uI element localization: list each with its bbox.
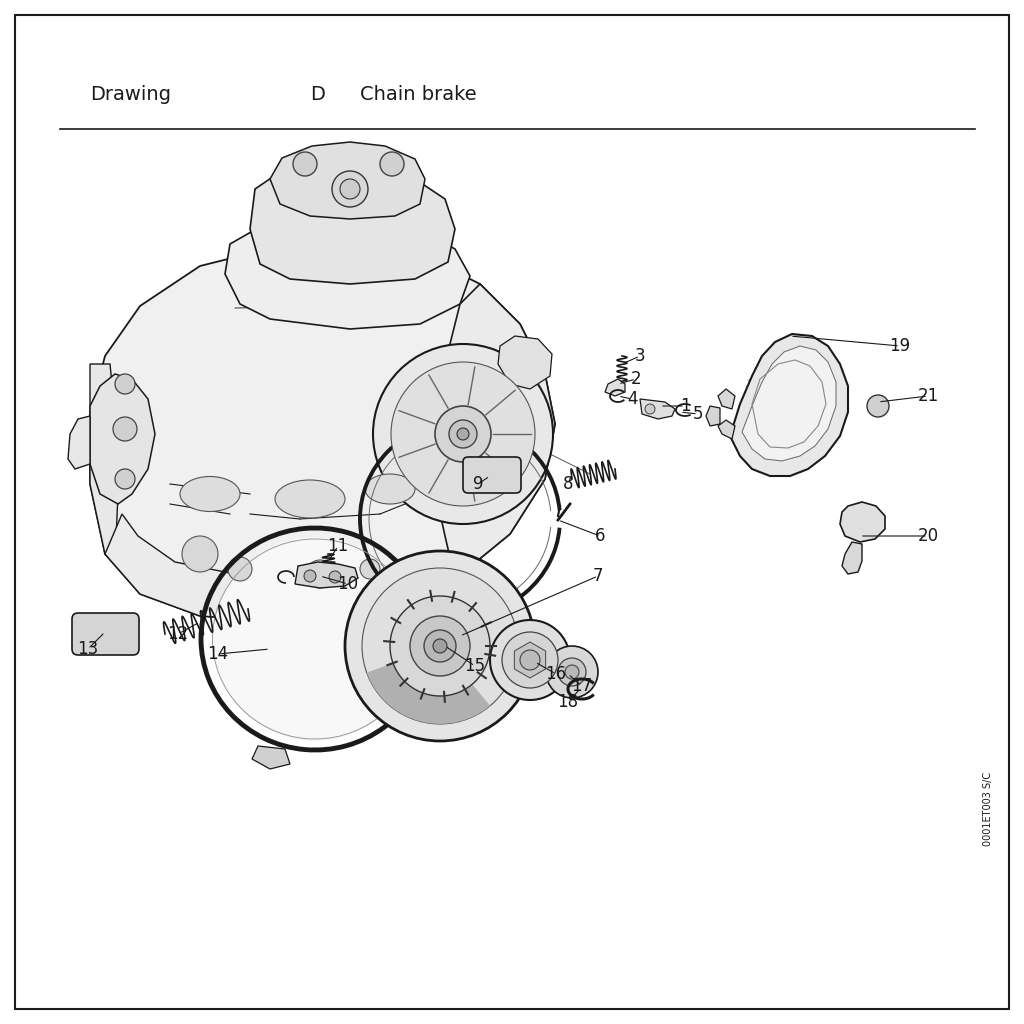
Circle shape bbox=[329, 571, 341, 583]
Polygon shape bbox=[90, 364, 118, 562]
Text: 8: 8 bbox=[563, 475, 573, 493]
Circle shape bbox=[520, 650, 540, 670]
Polygon shape bbox=[90, 374, 155, 504]
Text: 16: 16 bbox=[546, 665, 566, 683]
Circle shape bbox=[546, 646, 598, 698]
Polygon shape bbox=[498, 336, 552, 389]
Polygon shape bbox=[68, 416, 90, 469]
Circle shape bbox=[565, 665, 579, 679]
FancyBboxPatch shape bbox=[72, 613, 139, 655]
Circle shape bbox=[457, 428, 469, 440]
Circle shape bbox=[391, 362, 535, 506]
Circle shape bbox=[304, 570, 316, 582]
FancyBboxPatch shape bbox=[463, 457, 521, 493]
Text: 9: 9 bbox=[473, 475, 483, 493]
Polygon shape bbox=[105, 514, 440, 622]
Polygon shape bbox=[514, 642, 546, 678]
Text: 11: 11 bbox=[328, 537, 348, 555]
Polygon shape bbox=[730, 334, 848, 476]
Circle shape bbox=[455, 614, 465, 624]
Polygon shape bbox=[250, 169, 455, 284]
Polygon shape bbox=[270, 142, 425, 219]
Text: Drawing: Drawing bbox=[90, 85, 171, 103]
Circle shape bbox=[424, 630, 456, 662]
Circle shape bbox=[433, 639, 447, 653]
Text: 4: 4 bbox=[627, 390, 637, 408]
Polygon shape bbox=[90, 244, 555, 622]
Circle shape bbox=[213, 537, 417, 741]
Polygon shape bbox=[718, 389, 735, 409]
Circle shape bbox=[306, 560, 334, 588]
Circle shape bbox=[115, 374, 135, 394]
Circle shape bbox=[380, 152, 404, 176]
Circle shape bbox=[449, 420, 477, 449]
Text: 5: 5 bbox=[693, 406, 703, 423]
Text: 13: 13 bbox=[78, 640, 98, 658]
Circle shape bbox=[490, 620, 570, 700]
Text: 10: 10 bbox=[338, 575, 358, 593]
Circle shape bbox=[360, 559, 380, 579]
Text: 12: 12 bbox=[167, 625, 188, 643]
Ellipse shape bbox=[275, 480, 345, 518]
Circle shape bbox=[115, 469, 135, 489]
Text: 0001ET003 S/C: 0001ET003 S/C bbox=[983, 772, 993, 846]
Text: 6: 6 bbox=[595, 527, 605, 545]
Polygon shape bbox=[706, 406, 720, 426]
Circle shape bbox=[867, 395, 889, 417]
Polygon shape bbox=[367, 646, 490, 724]
Text: 17: 17 bbox=[571, 677, 593, 695]
Circle shape bbox=[502, 632, 558, 688]
Polygon shape bbox=[605, 379, 625, 396]
Circle shape bbox=[435, 406, 490, 462]
Polygon shape bbox=[225, 219, 470, 329]
Circle shape bbox=[373, 344, 553, 524]
Circle shape bbox=[340, 179, 360, 199]
Circle shape bbox=[558, 658, 586, 686]
Ellipse shape bbox=[180, 476, 240, 512]
Polygon shape bbox=[742, 346, 836, 461]
Polygon shape bbox=[718, 420, 735, 439]
Text: 2: 2 bbox=[631, 370, 641, 388]
Text: 18: 18 bbox=[557, 693, 579, 711]
Circle shape bbox=[228, 557, 252, 581]
Circle shape bbox=[645, 404, 655, 414]
Polygon shape bbox=[842, 542, 862, 574]
Text: 3: 3 bbox=[635, 347, 645, 365]
Text: 1: 1 bbox=[680, 397, 690, 415]
Polygon shape bbox=[445, 614, 470, 632]
Circle shape bbox=[362, 568, 518, 724]
Text: D: D bbox=[310, 85, 325, 103]
Text: Chain brake: Chain brake bbox=[360, 85, 476, 103]
Polygon shape bbox=[640, 399, 675, 419]
Polygon shape bbox=[252, 746, 290, 769]
Ellipse shape bbox=[365, 474, 415, 504]
Circle shape bbox=[332, 171, 368, 207]
Text: 21: 21 bbox=[918, 387, 939, 406]
Circle shape bbox=[113, 417, 137, 441]
Polygon shape bbox=[840, 502, 885, 542]
Text: 7: 7 bbox=[593, 567, 603, 585]
Circle shape bbox=[345, 551, 535, 741]
Text: 14: 14 bbox=[208, 645, 228, 663]
Circle shape bbox=[390, 596, 490, 696]
Text: 20: 20 bbox=[918, 527, 939, 545]
Polygon shape bbox=[295, 562, 358, 588]
Text: 19: 19 bbox=[890, 337, 910, 355]
Text: 15: 15 bbox=[465, 657, 485, 675]
Circle shape bbox=[293, 152, 317, 176]
Circle shape bbox=[451, 630, 469, 648]
Circle shape bbox=[182, 536, 218, 572]
Polygon shape bbox=[438, 284, 555, 579]
Circle shape bbox=[410, 616, 470, 676]
